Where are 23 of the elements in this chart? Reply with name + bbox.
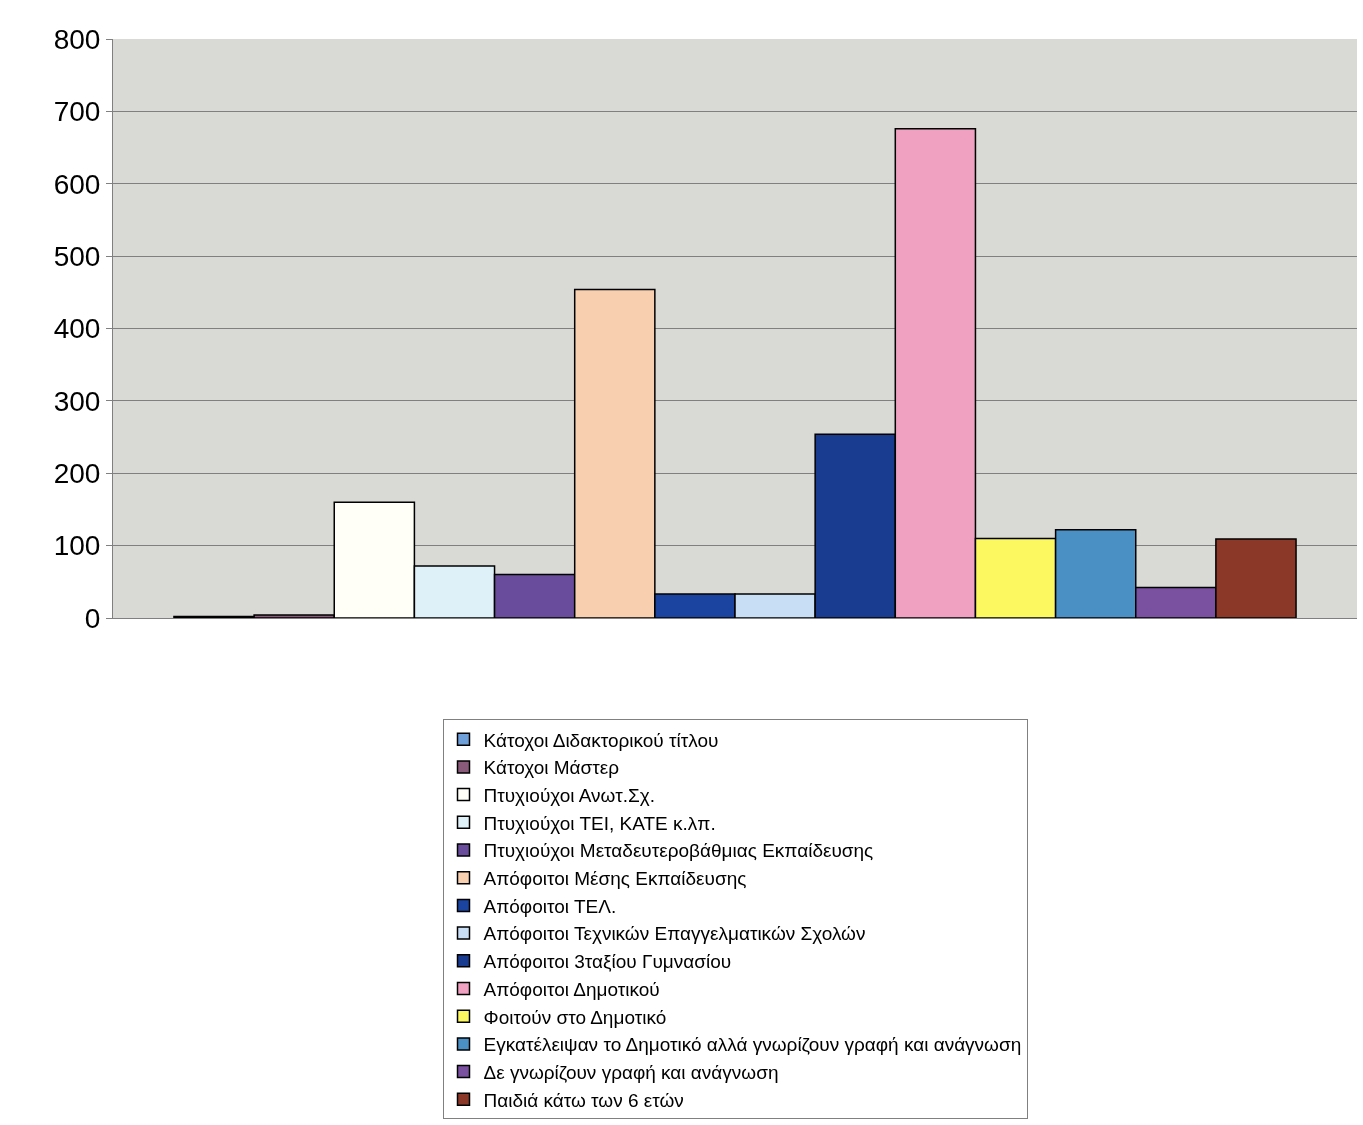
legend-label: Πτυχιούχοι Μεταδευτεροβάθμιας Εκπαίδευσης bbox=[483, 840, 874, 862]
y-tick-label: 600 bbox=[53, 168, 101, 200]
legend-label: Δε γνωρίζουν γραφή και ανάγνωση bbox=[483, 1061, 779, 1083]
legend-label: Παιδιά κάτω των 6 ετών bbox=[483, 1089, 684, 1111]
legend-label: Πτυχιούχοι Ανωτ.Σχ. bbox=[483, 784, 655, 806]
y-tick-label: 300 bbox=[53, 385, 101, 417]
legend-label: Απόφοιτοι ΤΕΛ. bbox=[483, 895, 617, 917]
legend-label: Κάτοχοι Διδακτορικού τίτλου bbox=[483, 729, 719, 751]
y-tick-label: 100 bbox=[53, 530, 101, 562]
y-tick-label: 500 bbox=[53, 240, 101, 272]
y-tick-label: 800 bbox=[53, 23, 101, 55]
legend-label: Απόφοιτοι Δημοτικού bbox=[483, 978, 660, 1000]
legend-label: Απόφοιτοι Μέσης Εκπαίδευσης bbox=[483, 868, 747, 890]
y-tick-label: 400 bbox=[53, 313, 101, 345]
legend-label: Απόφοιτοι Τεχνικών Επαγγελματικών Σχολών bbox=[483, 923, 866, 945]
y-tick-label: 200 bbox=[53, 458, 101, 490]
legend-label: Φοιτούν στο Δημοτικό bbox=[483, 1006, 667, 1028]
y-tick-label: 700 bbox=[53, 96, 101, 128]
y-tick-label: 0 bbox=[84, 602, 101, 634]
legend-label: Εγκατέλειψαν το Δημοτικό αλλά γνωρίζουν γραφή και ανάγνωση bbox=[483, 1034, 1022, 1056]
legend-label: Κάτοχοι Μάστερ bbox=[483, 757, 620, 779]
legend-label: Απόφοιτοι 3ταξίου Γυμνασίου bbox=[483, 951, 732, 973]
legend-label: Πτυχιούχοι ΤΕΙ, ΚΑΤΕ κ.λπ. bbox=[483, 812, 716, 834]
